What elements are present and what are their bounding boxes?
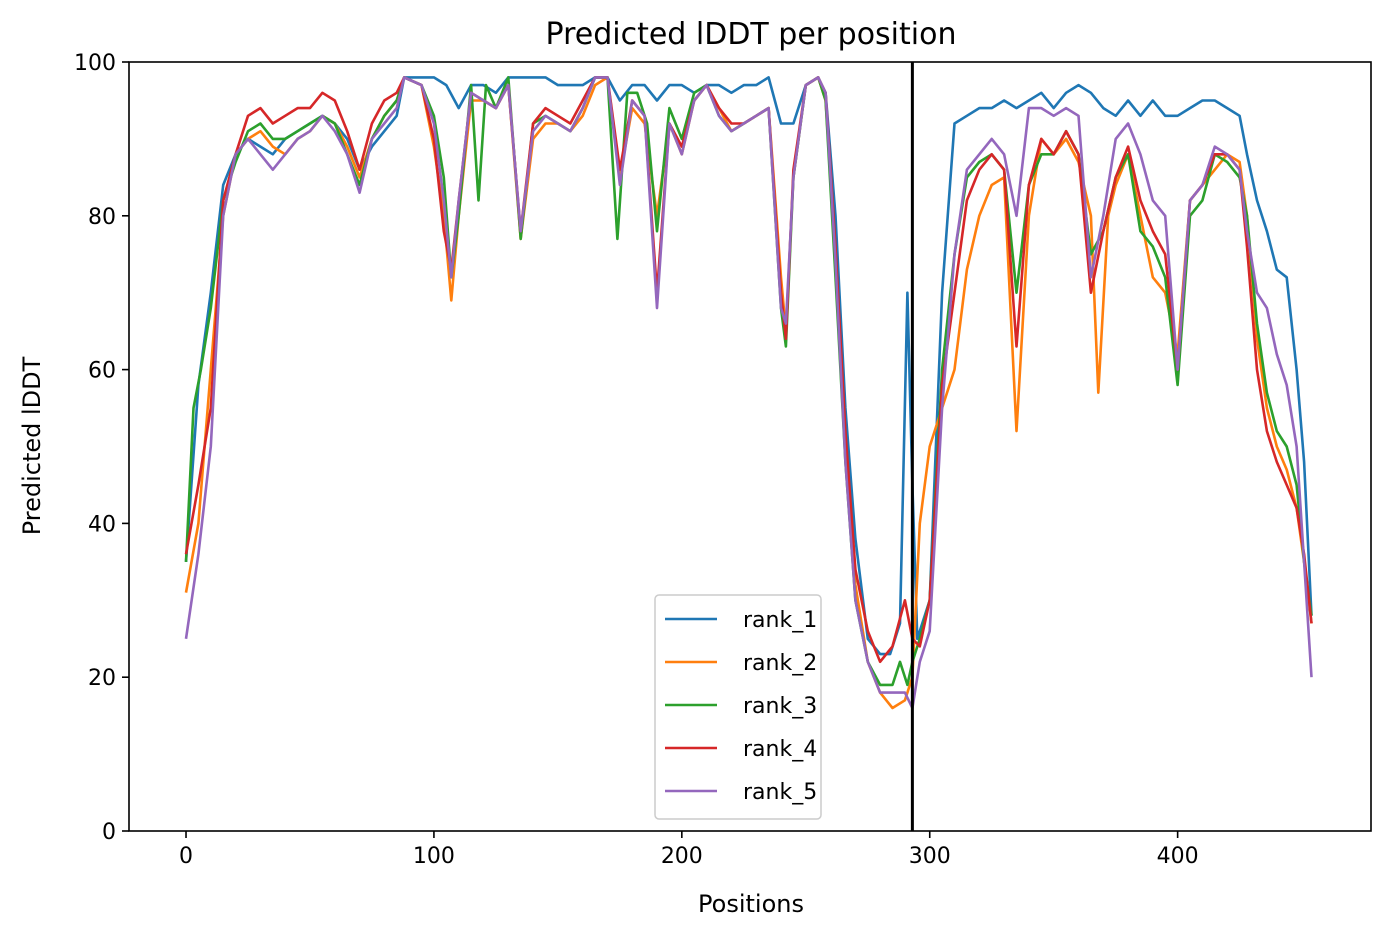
- y-tick-label-0: 0: [102, 820, 116, 845]
- legend-label-rank_2: rank_2: [743, 651, 817, 676]
- x-tick-label-100: 100: [413, 844, 455, 869]
- plot-frame: [128, 61, 1372, 832]
- legend-label-rank_5: rank_5: [743, 780, 817, 805]
- legend: rank_1 rank_2 rank_3 rank_4 rank_5: [654, 594, 822, 820]
- x-tick-label-0: 0: [179, 844, 193, 869]
- y-tick-label-100: 100: [74, 51, 116, 76]
- chart-title: Predicted lDDT per position: [546, 17, 957, 52]
- axes-layer: 0 100 200 300 400 0 20 40 60 80 100: [74, 51, 1372, 869]
- y-axis-label: Predicted lDDT: [18, 356, 46, 535]
- x-axis-label: Positions: [698, 890, 804, 918]
- series-line-rank_1: [184, 76, 1313, 656]
- y-tick-label-60: 60: [88, 359, 116, 384]
- y-tick-label-40: 40: [88, 512, 116, 537]
- legend-label-rank_4: rank_4: [743, 737, 817, 762]
- series-line-rank_5: [184, 76, 1313, 710]
- x-tick-label-300: 300: [909, 844, 951, 869]
- y-tick-label-80: 80: [88, 205, 116, 230]
- legend-box: [654, 594, 822, 820]
- y-tick-label-20: 20: [88, 666, 116, 691]
- legend-label-rank_3: rank_3: [743, 694, 817, 719]
- series-layer: [184, 62, 1313, 831]
- legend-label-rank_1: rank_1: [743, 608, 817, 633]
- x-tick-label-400: 400: [1157, 844, 1199, 869]
- x-tick-label-200: 200: [661, 844, 703, 869]
